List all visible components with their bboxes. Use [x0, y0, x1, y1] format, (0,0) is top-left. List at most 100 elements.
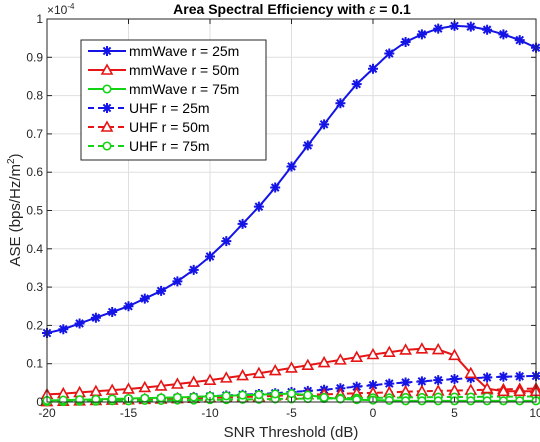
x-tick-label: -20	[38, 406, 56, 420]
data-point	[252, 366, 266, 379]
data-point	[351, 79, 362, 90]
legend-entry: mmWave r = 75m	[88, 81, 239, 97]
data-point	[171, 377, 184, 389]
data-point	[236, 368, 249, 381]
data-point	[366, 347, 380, 360]
data-point	[482, 372, 493, 383]
data-point	[433, 375, 444, 386]
y-multiplier: ×10-4	[47, 2, 75, 17]
data-point	[268, 363, 282, 376]
y-tick-label: 1	[36, 12, 43, 26]
data-point	[368, 63, 378, 74]
y-tick-label: 0.6	[26, 165, 43, 179]
data-point	[417, 396, 427, 406]
data-point	[335, 394, 345, 404]
data-point	[498, 371, 509, 382]
data-point	[286, 389, 297, 399]
data-point	[415, 342, 429, 354]
data-point	[382, 345, 396, 358]
data-point	[303, 390, 313, 400]
chart-title: Area Spectral Efficiency with ε = 0.1	[173, 1, 411, 17]
y-tick-label: 0.3	[26, 280, 43, 294]
data-point	[102, 84, 112, 94]
data-point	[100, 63, 114, 75]
data-point	[285, 361, 298, 373]
data-point	[139, 293, 150, 304]
data-point	[156, 393, 166, 403]
legend-entry: UHF r = 50m	[88, 119, 210, 135]
data-point	[399, 343, 412, 355]
data-point	[221, 391, 231, 401]
x-tick-label: -10	[201, 406, 219, 420]
legend-label: mmWave r = 50m	[129, 62, 239, 78]
x-tick-label: -15	[120, 406, 138, 420]
data-point	[498, 396, 508, 406]
data-point	[205, 251, 215, 262]
data-point	[270, 389, 280, 399]
data-point	[498, 29, 509, 40]
data-point	[187, 375, 201, 387]
data-point	[100, 120, 114, 132]
data-point	[90, 312, 101, 323]
y-tick-label: 0	[36, 395, 43, 409]
data-point	[482, 396, 492, 406]
legend-entry: UHF r = 75m	[88, 138, 210, 154]
legend-label: UHF r = 75m	[129, 138, 210, 154]
legend-label: mmWave r = 25m	[129, 43, 239, 59]
data-point	[237, 218, 248, 229]
data-point	[107, 306, 118, 317]
x-tick-label: 5	[451, 406, 458, 420]
data-point	[154, 379, 168, 391]
data-point	[480, 381, 494, 394]
data-point	[449, 374, 460, 385]
data-point	[301, 358, 315, 371]
data-point	[384, 48, 395, 59]
x-tick-label: 0	[370, 406, 377, 420]
data-point	[122, 382, 135, 394]
data-point	[188, 264, 199, 275]
data-point	[465, 21, 476, 32]
data-point	[107, 394, 117, 404]
legend-box	[80, 39, 267, 161]
data-point	[384, 395, 394, 406]
data-point	[102, 46, 112, 56]
y-tick-label: 0.7	[26, 127, 43, 141]
data-point	[219, 371, 233, 383]
legend-entry: UHF r = 25m	[88, 100, 210, 116]
data-point	[401, 396, 411, 406]
y-tick-label: 0.4	[26, 242, 43, 256]
data-point	[270, 182, 281, 193]
data-point	[431, 342, 445, 355]
y-tick-label: 0.9	[26, 50, 43, 64]
axis-ticks: -20 -15 -10 -5 0 5 10 0 0.1 0.2 0.3 0.4 0.5 0.6 0.7 0.8…	[26, 12, 540, 420]
data-point	[58, 395, 68, 405]
data-point	[350, 350, 364, 362]
x-tick-label: -5	[286, 406, 297, 420]
data-point	[105, 383, 119, 395]
data-point	[91, 394, 101, 404]
legend-label: mmWave r = 75m	[129, 81, 239, 97]
data-point	[368, 380, 378, 391]
data-point	[416, 29, 427, 40]
data-point	[334, 353, 347, 365]
data-point	[400, 36, 411, 47]
data-point	[302, 140, 313, 151]
legend: mmWave r = 25m mmWave r = 50m mmWave r = 7…	[80, 39, 267, 161]
data-point	[102, 103, 112, 113]
data-point	[433, 396, 443, 406]
data-point	[400, 377, 411, 388]
data-point	[58, 324, 69, 335]
y-tick-label: 0.2	[26, 318, 43, 332]
data-point	[156, 285, 167, 296]
data-point	[317, 355, 331, 368]
data-point	[464, 366, 478, 379]
y-tick-label: 0.5	[26, 204, 43, 218]
data-point	[140, 393, 150, 403]
data-point	[238, 390, 248, 400]
data-point	[448, 348, 461, 361]
data-point	[335, 98, 346, 109]
data-point	[138, 380, 152, 393]
data-point	[416, 376, 427, 387]
data-point	[123, 301, 134, 312]
